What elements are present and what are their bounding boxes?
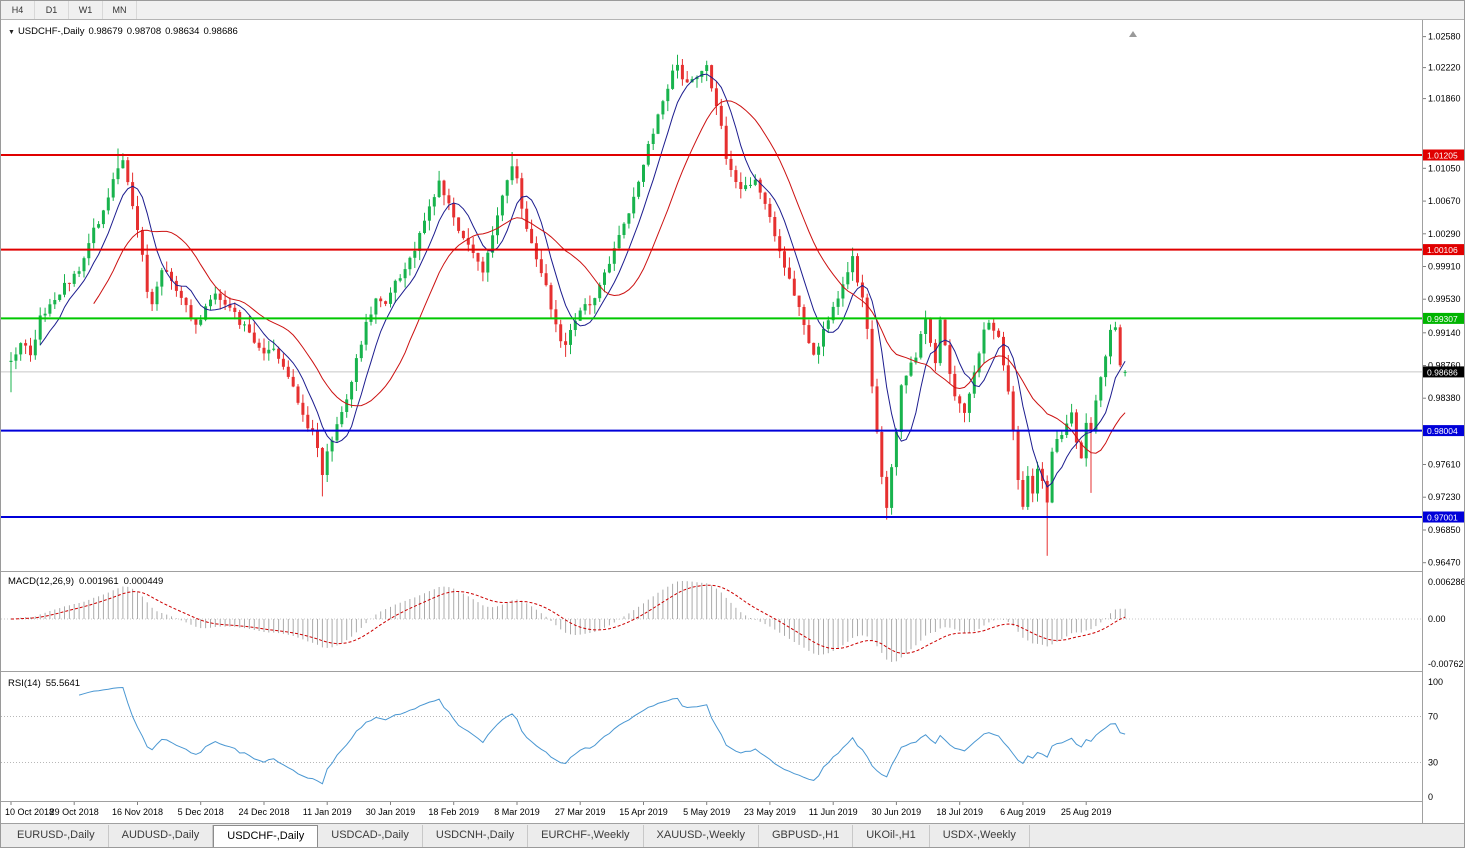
svg-text:1.01050: 1.01050 [1428,163,1461,173]
svg-text:0.98686: 0.98686 [1427,367,1458,377]
timeframe-button-mn[interactable]: MN [103,1,137,19]
macd-main-value: 0.001961 [79,576,119,587]
timeframe-button-h4[interactable]: H4 [1,1,35,19]
svg-text:0.98004: 0.98004 [1427,426,1458,436]
tab-usdcnh-daily[interactable]: USDCNH-,Daily [422,825,529,847]
svg-text:16 Nov 2018: 16 Nov 2018 [112,807,163,817]
close-value: 0.98686 [203,26,238,37]
timeframe-button-w1[interactable]: W1 [69,1,103,19]
tab-xauusd-weekly[interactable]: XAUUSD-,Weekly [643,825,759,847]
macd-label: MACD(12,26,9) 0.001961 0.000449 [8,576,163,587]
svg-text:0.98760: 0.98760 [1428,361,1461,371]
svg-text:1.00670: 1.00670 [1428,196,1461,206]
chart-region: 1.02580 1.02220 1.01860 1.01050 1.00670 1.002… [1,20,1464,823]
svg-text:23 May 2019: 23 May 2019 [744,807,796,817]
svg-text:-0.00762: -0.00762 [1428,659,1464,669]
svg-text:0.97610: 0.97610 [1428,460,1461,470]
high-value: 0.98708 [126,26,162,37]
svg-text:1.00106: 1.00106 [1427,245,1458,255]
svg-text:10 Oct 2018: 10 Oct 2018 [5,807,54,817]
tab-usdcad-daily[interactable]: USDCAD-,Daily [318,825,423,847]
svg-text:100: 100 [1428,677,1443,687]
svg-text:0.99530: 0.99530 [1428,294,1461,304]
svg-text:30: 30 [1428,758,1438,768]
tab-gbpusd-h1[interactable]: GBPUSD-,H1 [758,825,854,847]
macd-signal-line [10,584,1126,654]
timeframe-button-d1[interactable]: D1 [35,1,69,19]
svg-text:11 Jan 2019: 11 Jan 2019 [303,807,352,817]
svg-text:6 Aug 2019: 6 Aug 2019 [1000,807,1046,817]
symbol-collapse-icon[interactable]: ▼ [8,29,15,36]
svg-text:70: 70 [1428,712,1438,722]
tab-audusd-daily[interactable]: AUDUSD-,Daily [108,825,214,847]
tab-usdx-weekly[interactable]: USDX-,Weekly [929,825,1030,847]
macd-histogram [15,581,1126,662]
rsi-label: RSI(14) 55.5641 [8,678,80,689]
svg-text:18 Jul 2019: 18 Jul 2019 [936,807,983,817]
candlestick-series [9,54,1127,556]
svg-text:24 Dec 2018: 24 Dec 2018 [238,807,289,817]
svg-text:30 Jun 2019: 30 Jun 2019 [872,807,922,817]
svg-text:29 Oct 2018: 29 Oct 2018 [50,807,99,817]
macd-signal-value: 0.000449 [123,576,164,587]
price-axis: 1.02580 1.02220 1.01860 1.01050 1.00670 1.002… [1422,20,1464,823]
svg-text:0.99307: 0.99307 [1427,314,1458,324]
svg-text:1.02580: 1.02580 [1428,32,1461,42]
svg-text:1.01205: 1.01205 [1427,151,1458,161]
chart-shift-marker-icon [1129,31,1137,37]
rsi-level-lines [1,716,1422,763]
svg-text:30 Jan 2019: 30 Jan 2019 [366,807,416,817]
open-value: 0.98679 [88,26,123,37]
svg-text:0.97230: 0.97230 [1428,492,1461,502]
svg-text:0.96470: 0.96470 [1428,558,1461,568]
tab-eurusd-daily[interactable]: EURUSD-,Daily [4,825,109,847]
svg-text:11 Jun 2019: 11 Jun 2019 [809,807,858,817]
svg-text:8 Mar 2019: 8 Mar 2019 [494,807,540,817]
tab-eurchf-weekly[interactable]: EURCHF-,Weekly [528,825,644,847]
svg-text:0.006286: 0.006286 [1428,577,1464,587]
rsi-line [78,686,1126,785]
svg-text:0: 0 [1428,792,1433,802]
svg-text:1.01860: 1.01860 [1428,94,1461,104]
chart-canvas[interactable]: 1.02580 1.02220 1.01860 1.01050 1.00670 1.002… [1,20,1464,823]
svg-text:1.00290: 1.00290 [1428,229,1461,239]
chart-tab-bar: EURUSD-,Daily AUDUSD-,Daily USDCHF-,Daily U… [1,823,1464,847]
tab-ukoil-h1[interactable]: UKOil-,H1 [853,825,930,847]
panel-borders [1,571,1464,802]
svg-text:5 Dec 2018: 5 Dec 2018 [178,807,224,817]
timeframe-toolbar: H4 D1 W1 MN [1,1,1464,20]
svg-text:15 Apr 2019: 15 Apr 2019 [619,807,668,817]
rsi-name: RSI(14) [8,678,41,689]
svg-text:0.99910: 0.99910 [1428,262,1461,272]
ma-fast-line [39,73,1126,488]
low-value: 0.98634 [165,26,200,37]
svg-text:0.96850: 0.96850 [1428,525,1461,535]
svg-text:1.02220: 1.02220 [1428,63,1461,73]
svg-text:0.99140: 0.99140 [1428,328,1461,338]
svg-text:18 Feb 2019: 18 Feb 2019 [428,807,479,817]
rsi-value: 55.5641 [45,678,81,689]
chart-ohlc-title: ▼ USDCHF-,Daily 0.98679 0.98708 0.98634 0.986… [8,26,238,37]
price-badges: 1.01205 1.00106 0.99307 0.98686 0.98004 0.970… [1423,149,1464,523]
svg-text:0.00: 0.00 [1428,614,1446,624]
svg-text:0.97001: 0.97001 [1427,513,1458,523]
svg-text:25 Aug 2019: 25 Aug 2019 [1061,807,1112,817]
svg-text:5 May 2019: 5 May 2019 [683,807,730,817]
svg-text:0.98380: 0.98380 [1428,393,1461,403]
tab-usdchf-daily[interactable]: USDCHF-,Daily [213,825,319,847]
macd-name: MACD(12,26,9) [8,576,74,587]
symbol-label: USDCHF-,Daily [17,26,85,37]
svg-text:27 Mar 2019: 27 Mar 2019 [555,807,606,817]
